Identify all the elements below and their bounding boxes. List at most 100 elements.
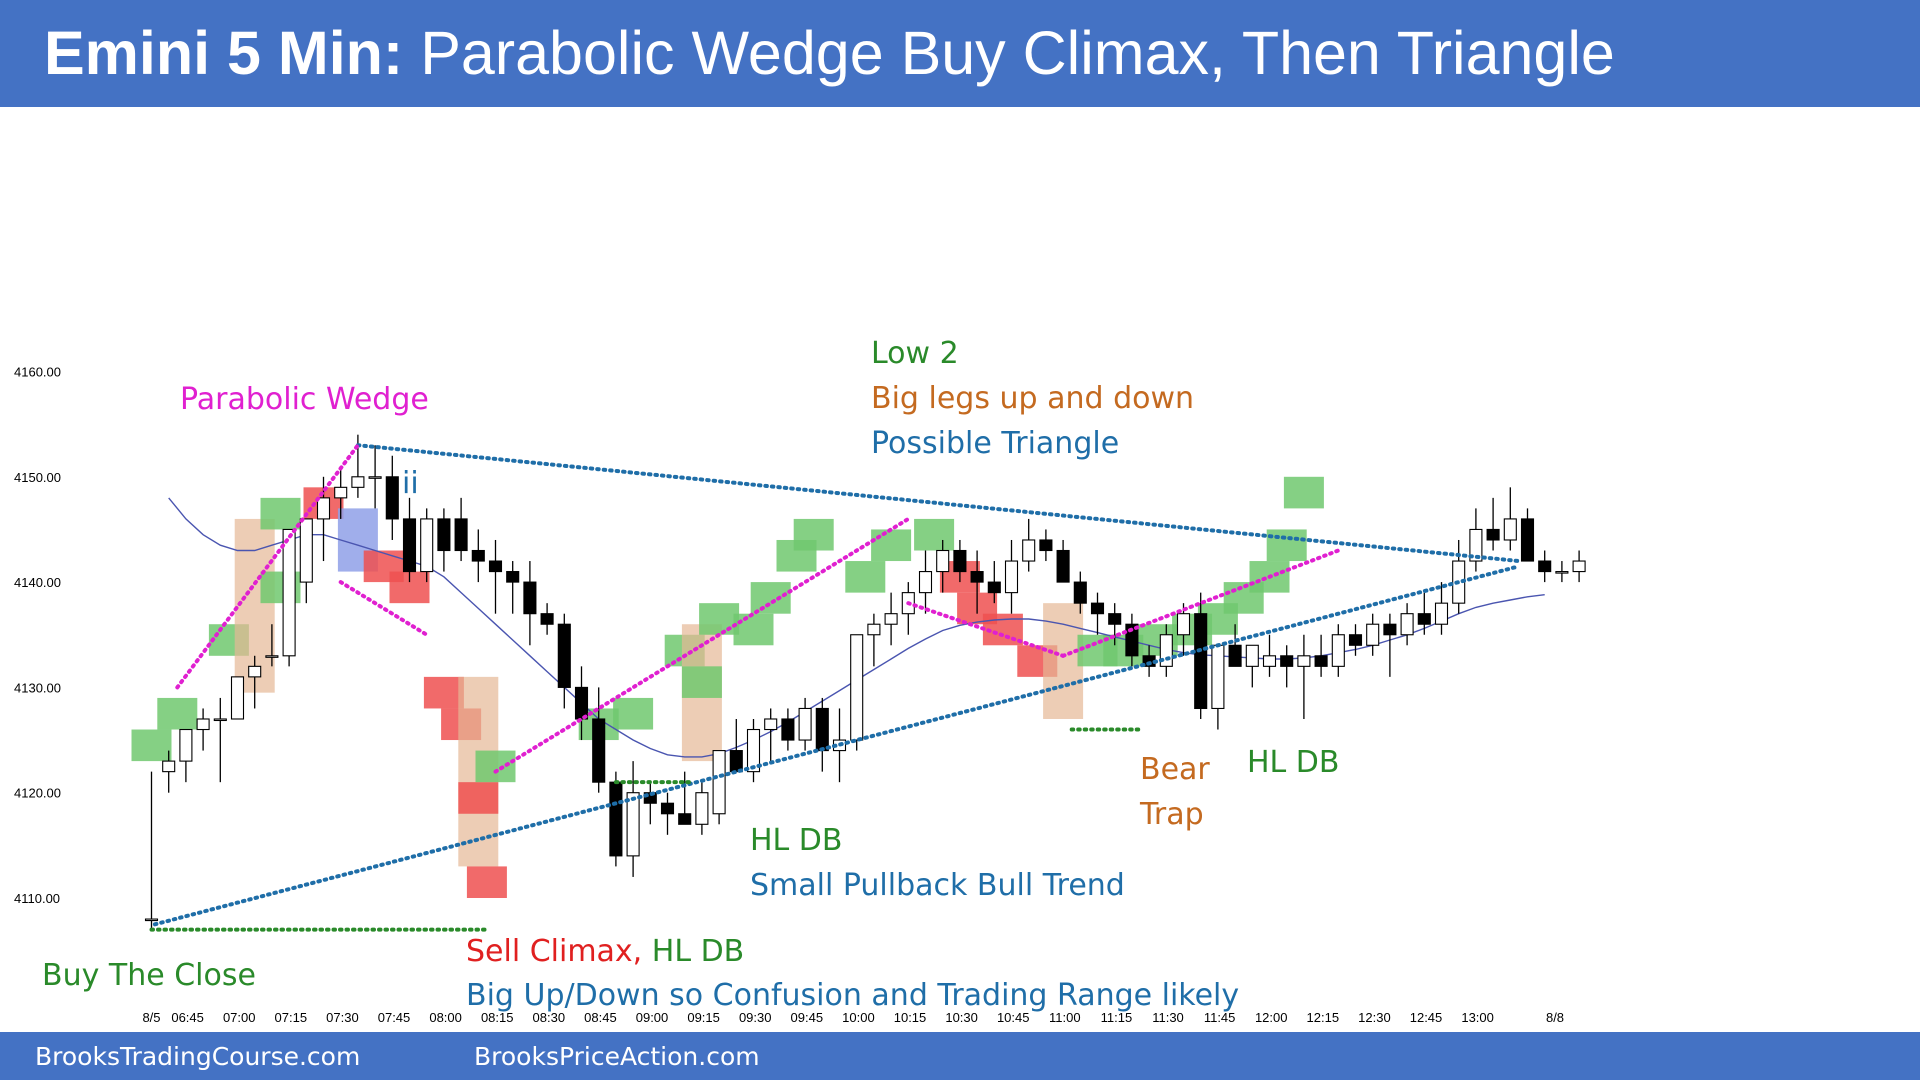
x-tick-label: 12:00 [1255, 1010, 1288, 1025]
candle-body [402, 518, 417, 573]
candle-body [471, 549, 485, 562]
footer-link-price-action[interactable]: BrooksPriceAction.com [474, 1042, 760, 1071]
footer-link-trading-course[interactable]: BrooksTradingCourse.com [35, 1042, 361, 1071]
x-tick-label: 10:30 [945, 1010, 978, 1025]
candle-body [1348, 634, 1363, 646]
big-legs-label: Big legs up and down [871, 381, 1195, 416]
title-bar: Emini 5 Min: Parabolic Wedge Buy Climax,… [0, 0, 1920, 107]
candle-body [368, 476, 382, 479]
wedge-pullback-line [906, 601, 1066, 658]
candle-body [815, 707, 829, 752]
candle-body [987, 581, 1001, 594]
x-tick-label: 09:00 [636, 1010, 669, 1025]
x-tick-label: 11:30 [1152, 1010, 1184, 1025]
highlight-box [423, 676, 464, 709]
candle-body [1073, 581, 1087, 604]
candle-body [1503, 518, 1517, 541]
candle-body [385, 476, 399, 520]
x-tick-label: 11:45 [1204, 1010, 1236, 1025]
candle-body [1469, 528, 1483, 562]
highlight-box [914, 518, 955, 551]
y-tick-label: 4140.00 [14, 575, 61, 590]
candle-body [299, 518, 313, 583]
candle-body [1039, 539, 1053, 552]
x-tick-label: 12:45 [1410, 1010, 1443, 1025]
y-tick-label: 4110.00 [14, 891, 60, 906]
candle-body [1022, 539, 1036, 562]
x-tick-label: 8/5 [142, 1010, 160, 1025]
x-tick-label: 12:30 [1358, 1010, 1391, 1025]
triangle-lower-line [152, 564, 1521, 927]
x-tick-label: 07:15 [275, 1010, 308, 1025]
x-tick-label: 8/8 [1546, 1010, 1564, 1025]
wedge-final-line [1061, 548, 1341, 658]
sell-climax-label: Sell Climax, HL DB [466, 934, 744, 969]
x-tick-label: 09:30 [739, 1010, 772, 1025]
candle-body [1520, 518, 1535, 562]
candle-body [213, 718, 227, 722]
x-tick-label: 08:30 [533, 1010, 566, 1025]
x-tick-label: 07:00 [223, 1010, 256, 1025]
x-tick-label: 12:15 [1307, 1010, 1340, 1025]
buy-the-close-label: Buy The Close [42, 958, 256, 993]
possible-triangle-label: Possible Triangle [871, 426, 1120, 461]
candle-body [850, 634, 864, 741]
candle-body [316, 497, 331, 520]
footer-bar: BrooksTradingCourse.com BrooksPriceActio… [0, 1032, 1920, 1080]
candle-body [626, 792, 640, 857]
title-rest: Parabolic Wedge Buy Climax, Then Triangl… [403, 19, 1615, 87]
candle-body [1417, 613, 1431, 625]
candle-body [1538, 560, 1552, 573]
candle-body [746, 728, 761, 773]
ii-label: ii [402, 466, 419, 501]
highlight-box [871, 529, 912, 562]
wedge-rise-line [493, 516, 911, 774]
candle-body [678, 813, 692, 825]
highlight-box [157, 697, 198, 730]
candle-body [1383, 623, 1397, 636]
candle-body [1314, 655, 1328, 667]
candle-body [609, 781, 623, 857]
candle-body [1125, 623, 1139, 657]
candle-body [1090, 602, 1105, 615]
x-tick-label: 11:15 [1101, 1010, 1133, 1025]
highlight-box [1043, 603, 1084, 719]
candle-body [1400, 613, 1414, 636]
candle-body [1486, 528, 1500, 541]
highlight-box [699, 603, 740, 635]
highlight-box [458, 782, 499, 814]
y-tick-label: 4120.00 [14, 786, 61, 801]
bear-label: Bear [1140, 752, 1210, 787]
candle-body [918, 571, 933, 594]
x-tick-label: 07:45 [378, 1010, 411, 1025]
highlight-box [845, 561, 886, 593]
hl-db-mid-label: HL DB [750, 823, 843, 858]
candle-body [1555, 571, 1569, 574]
highlight-box [1266, 529, 1307, 562]
candle-body [592, 718, 606, 783]
candle-body [334, 486, 348, 499]
candle-body [265, 655, 279, 658]
y-tick-label: 4150.00 [14, 470, 61, 485]
candle-body [351, 476, 365, 488]
x-tick-label: 09:45 [791, 1010, 824, 1025]
title-bold: Emini 5 Min: [44, 19, 404, 87]
candle-body [884, 613, 898, 625]
candle-body [798, 707, 812, 741]
candle-body [936, 549, 950, 573]
candle-body [1366, 623, 1380, 646]
candle-body [557, 623, 571, 688]
candle-body [574, 686, 589, 720]
x-tick-label: 10:00 [842, 1010, 875, 1025]
candle-body [144, 918, 159, 922]
candle-body [1056, 549, 1070, 583]
x-tick-label: 07:30 [326, 1010, 359, 1025]
wedge-upper-line [175, 443, 360, 690]
x-tick-label: 10:15 [894, 1010, 927, 1025]
candle-body [660, 802, 675, 815]
hl-db-right-label: HL DB [1247, 745, 1340, 780]
highlight-box [260, 497, 301, 530]
candle-body [1108, 613, 1122, 625]
candle-body [230, 676, 245, 720]
page-title: Emini 5 Min: Parabolic Wedge Buy Climax,… [44, 18, 1615, 88]
